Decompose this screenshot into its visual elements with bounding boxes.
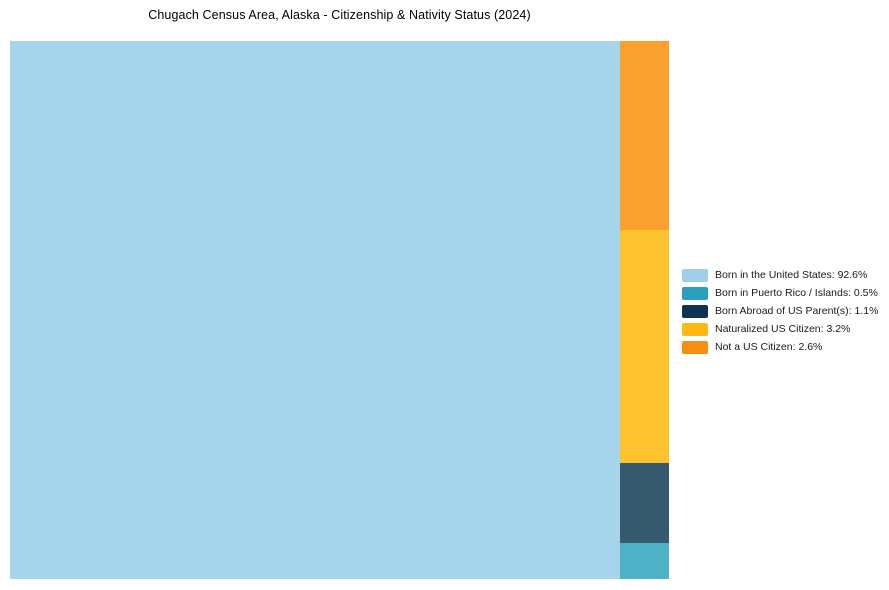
legend-label: Born in Puerto Rico / Islands: 0.5% xyxy=(715,287,878,299)
treemap-block-born-in-the-united-states[interactable] xyxy=(10,41,620,579)
treemap-block-naturalized-us-citizen[interactable] xyxy=(620,230,669,463)
legend-label: Born in the United States: 92.6% xyxy=(715,269,868,281)
chart-title: Chugach Census Area, Alaska - Citizenshi… xyxy=(148,8,531,22)
treemap-block-born-in-puerto-rico-islands[interactable] xyxy=(620,543,669,579)
treemap-canvas xyxy=(10,41,669,579)
legend-label: Born Abroad of US Parent(s): 1.1% xyxy=(715,305,879,317)
legend-swatch-naturalized-us-citizen xyxy=(682,322,708,336)
legend-item-born-in-puerto-rico-islands[interactable]: Born in Puerto Rico / Islands: 0.5% xyxy=(682,284,878,302)
legend-swatch-born-in-the-united-states xyxy=(682,268,708,282)
legend-item-not-a-us-citizen[interactable]: Not a US Citizen: 2.6% xyxy=(682,338,878,356)
legend-swatch-born-in-puerto-rico-islands xyxy=(682,286,708,300)
legend: Born in the United States: 92.6% Born in … xyxy=(682,266,878,356)
legend-item-born-in-the-united-states[interactable]: Born in the United States: 92.6% xyxy=(682,266,878,284)
legend-swatch-born-abroad-of-us-parent-s xyxy=(682,304,708,318)
legend-item-naturalized-us-citizen[interactable]: Naturalized US Citizen: 3.2% xyxy=(682,320,878,338)
treemap-block-not-a-us-citizen[interactable] xyxy=(620,41,669,230)
legend-label: Not a US Citizen: 2.6% xyxy=(715,341,823,353)
legend-item-born-abroad-of-us-parent-s[interactable]: Born Abroad of US Parent(s): 1.1% xyxy=(682,302,878,320)
legend-swatch-not-a-us-citizen xyxy=(682,340,708,354)
legend-label: Naturalized US Citizen: 3.2% xyxy=(715,323,851,335)
treemap-block-born-abroad-of-us-parent-s[interactable] xyxy=(620,463,669,543)
